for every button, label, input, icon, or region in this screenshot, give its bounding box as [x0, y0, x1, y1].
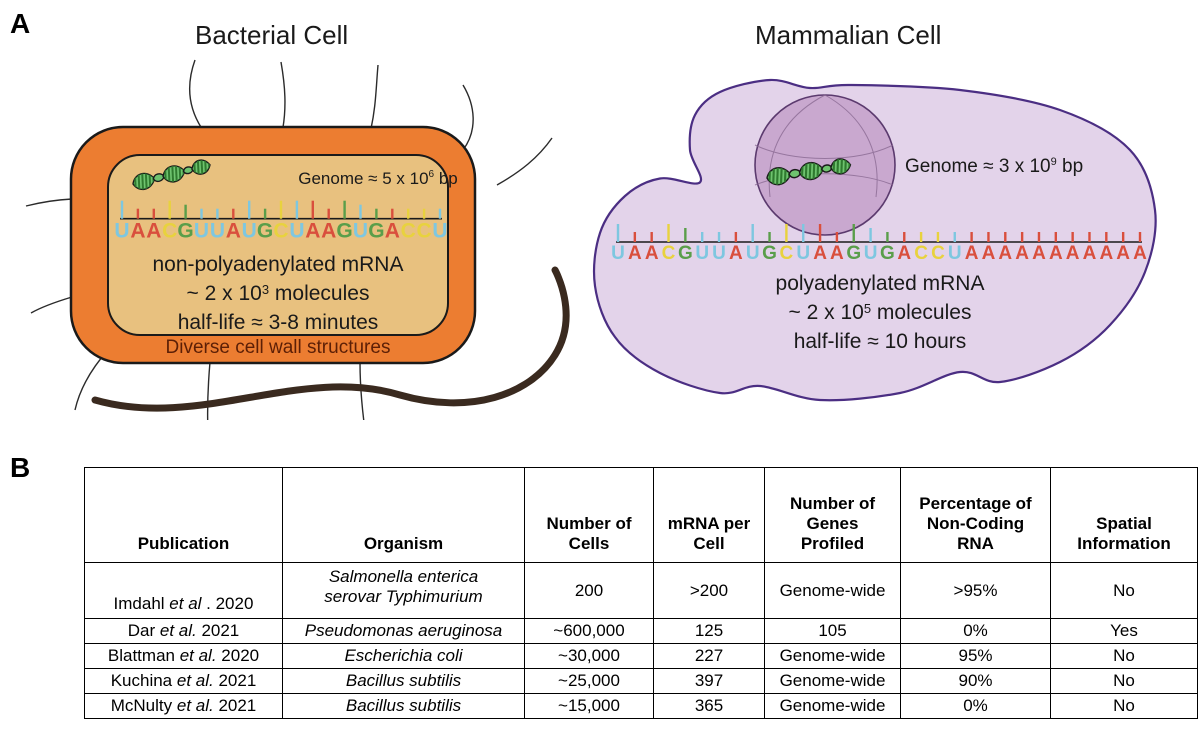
svg-text:A: A	[385, 220, 400, 243]
svg-text:A: A	[1066, 243, 1080, 264]
svg-text:A: A	[965, 243, 979, 264]
svg-text:U: U	[695, 243, 709, 264]
svg-text:~ 2 x 103 molecules: ~ 2 x 103 molecules	[187, 282, 370, 305]
svg-text:U: U	[210, 220, 225, 243]
svg-text:U: U	[864, 243, 878, 264]
svg-text:C: C	[780, 243, 794, 264]
svg-text:A: A	[1049, 243, 1063, 264]
svg-text:C: C	[931, 243, 945, 264]
svg-text:A: A	[813, 243, 827, 264]
svg-text:A: A	[628, 243, 642, 264]
svg-text:A: A	[1099, 243, 1113, 264]
svg-text:U: U	[948, 243, 962, 264]
svg-text:G: G	[336, 220, 352, 243]
svg-text:C: C	[914, 243, 928, 264]
svg-text:U: U	[242, 220, 257, 243]
svg-text:A: A	[1032, 243, 1046, 264]
svg-text:A: A	[998, 243, 1012, 264]
svg-text:A: A	[830, 243, 844, 264]
svg-text:A: A	[130, 220, 145, 243]
svg-text:G: G	[846, 243, 861, 264]
svg-text:U: U	[353, 220, 368, 243]
svg-text:half-life ≈ 10 hours: half-life ≈ 10 hours	[794, 330, 967, 353]
svg-text:A: A	[305, 220, 320, 243]
svg-text:C: C	[401, 220, 416, 243]
svg-text:G: G	[177, 220, 193, 243]
svg-text:G: G	[368, 220, 384, 243]
svg-text:~ 2 x 105 molecules: ~ 2 x 105 molecules	[789, 301, 972, 324]
svg-text:G: G	[880, 243, 895, 264]
svg-text:A: A	[1083, 243, 1097, 264]
svg-text:U: U	[289, 220, 304, 243]
svg-text:U: U	[712, 243, 726, 264]
svg-text:C: C	[417, 220, 432, 243]
svg-text:A: A	[645, 243, 659, 264]
svg-text:Genome ≈ 3 x 109 bp: Genome ≈ 3 x 109 bp	[905, 156, 1083, 177]
svg-text:U: U	[114, 220, 129, 243]
svg-text:A: A	[1015, 243, 1029, 264]
svg-text:U: U	[611, 243, 625, 264]
svg-text:A: A	[146, 220, 161, 243]
svg-text:A: A	[1133, 243, 1147, 264]
svg-text:U: U	[194, 220, 209, 243]
svg-text:non-polyadenylated mRNA: non-polyadenylated mRNA	[153, 253, 404, 276]
svg-text:G: G	[678, 243, 693, 264]
svg-text:A: A	[321, 220, 336, 243]
svg-text:half-life ≈ 3-8 minutes: half-life ≈ 3-8 minutes	[178, 311, 379, 334]
svg-text:G: G	[257, 220, 273, 243]
svg-text:A: A	[1116, 243, 1130, 264]
svg-text:U: U	[796, 243, 810, 264]
svg-text:A: A	[897, 243, 911, 264]
svg-text:G: G	[762, 243, 777, 264]
svg-text:polyadenylated mRNA: polyadenylated mRNA	[776, 272, 985, 295]
svg-text:C: C	[662, 243, 676, 264]
svg-text:A: A	[982, 243, 996, 264]
svg-text:Genome ≈ 5 x 106 bp: Genome ≈ 5 x 106 bp	[298, 169, 458, 188]
svg-text:U: U	[746, 243, 760, 264]
svg-text:C: C	[162, 220, 177, 243]
svg-text:A: A	[226, 220, 241, 243]
svg-text:A: A	[729, 243, 743, 264]
svg-text:U: U	[432, 220, 447, 243]
svg-text:C: C	[273, 220, 288, 243]
